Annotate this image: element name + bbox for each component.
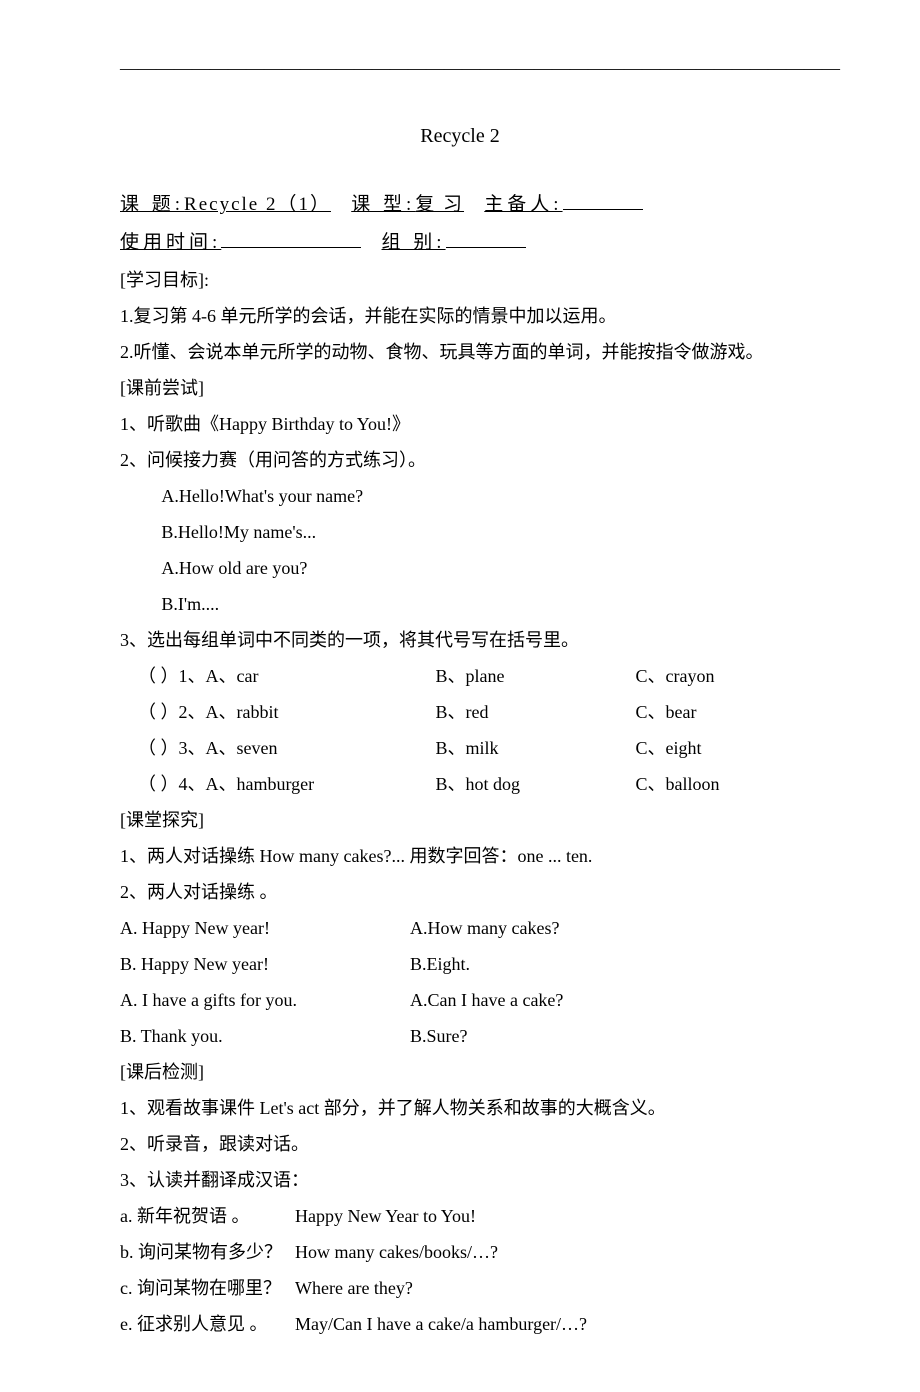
trans-row-c: c. 询问某物在哪里？Where are they?	[120, 1270, 800, 1306]
post-item-3: 3、认读并翻译成汉语：	[120, 1162, 800, 1198]
pair-1-r: A.How many cakes?	[410, 918, 559, 938]
post-item-1: 1、观看故事课件 Let's act 部分，并了解人物关系和故事的大概含义。	[120, 1090, 800, 1126]
q4-c: C、balloon	[636, 766, 720, 802]
q4-paren: （ ）	[138, 774, 179, 794]
topic-label: 课 题:	[120, 194, 184, 215]
trans-a-v: Happy New Year to You!	[295, 1206, 476, 1226]
pre-heading: [课前尝试]	[120, 370, 800, 406]
pre-dialog-a1: A.Hello!What's your name?	[120, 478, 800, 514]
q2-a: A、rabbit	[206, 694, 436, 730]
pair-2-r: B.Eight.	[410, 954, 470, 974]
q4-b: B、hot dog	[436, 766, 636, 802]
pre-item-3: 3、选出每组单词中不同类的一项，将其代号写在括号里。	[120, 622, 800, 658]
pre-item-2: 2、问候接力赛（用问答的方式练习）。	[120, 442, 800, 478]
q1-paren: （ ）	[138, 666, 179, 686]
q2-num: 2	[179, 702, 188, 722]
group-blank	[446, 226, 526, 248]
header-line-2: 使用时间: 组 别:	[120, 224, 800, 262]
pair-1-l: A. Happy New year!	[120, 910, 410, 946]
q1-num: 1	[179, 666, 188, 686]
pre-dialog-b2: B.I'm....	[120, 586, 800, 622]
post-item-2: 2、听录音，跟读对话。	[120, 1126, 800, 1162]
header-line-1: 课 题:Recycle 2（1） 课 型:复 习 主备人:	[120, 186, 800, 224]
pair-row-1: A. Happy New year!A.How many cakes?	[120, 910, 800, 946]
trans-e-k: e. 征求别人意见 。	[120, 1306, 295, 1342]
q3-num: 3	[179, 738, 188, 758]
goal-1: 1.复习第 4-6 单元所学的会话，并能在实际的情景中加以运用。	[120, 298, 800, 334]
doc-title: Recycle 2	[120, 116, 800, 156]
topic-value: Recycle 2（1）	[184, 194, 331, 215]
type-label: 课 型:	[351, 194, 415, 215]
pre-section: [课前尝试] 1、听歌曲《Happy Birthday to You!》 2、问…	[120, 370, 800, 802]
q3-paren: （ ）	[138, 738, 179, 758]
trans-row-e: e. 征求别人意见 。May/Can I have a cake/a hambu…	[120, 1306, 800, 1342]
q4-num: 4	[179, 774, 188, 794]
trans-c-v: Where are they?	[295, 1278, 413, 1298]
trans-c-k: c. 询问某物在哪里？	[120, 1270, 295, 1306]
q1-c: C、crayon	[636, 658, 715, 694]
preparer-blank	[563, 188, 643, 210]
trans-row-b: b. 询问某物有多少？How many cakes/books/…?	[120, 1234, 800, 1270]
type-value: 复 习	[415, 194, 464, 215]
question-row-4: （ ）4、A、hamburgerB、hot dogC、balloon	[120, 766, 800, 802]
inclass-item-2: 2、两人对话操练 。	[120, 874, 800, 910]
q2-paren: （ ）	[138, 702, 179, 722]
trans-a-k: a. 新年祝贺语 。	[120, 1198, 295, 1234]
pair-2-l: B. Happy New year!	[120, 946, 410, 982]
q3-a: A、seven	[206, 730, 436, 766]
pair-row-3: A. I have a gifts for you.A.Can I have a…	[120, 982, 800, 1018]
q4-a: A、hamburger	[206, 766, 436, 802]
trans-e-v: May/Can I have a cake/a hamburger/…?	[295, 1314, 587, 1334]
pair-4-l: B. Thank you.	[120, 1018, 410, 1054]
pre-dialog-b1: B.Hello!My name's...	[120, 514, 800, 550]
page: ————————————————————————————————————————…	[0, 0, 920, 1392]
question-row-2: （ ）2、A、rabbitB、redC、bear	[120, 694, 800, 730]
pair-3-r: A.Can I have a cake?	[410, 990, 563, 1010]
question-row-3: （ ）3、A、sevenB、milkC、eight	[120, 730, 800, 766]
pair-3-l: A. I have a gifts for you.	[120, 982, 410, 1018]
q1-a: A、car	[206, 658, 436, 694]
pre-dialog-a2: A.How old are you?	[120, 550, 800, 586]
pair-row-2: B. Happy New year!B.Eight.	[120, 946, 800, 982]
q2-b: B、red	[436, 694, 636, 730]
trans-row-a: a. 新年祝贺语 。Happy New Year to You!	[120, 1198, 800, 1234]
time-blank	[221, 226, 361, 248]
preparer-label: 主备人:	[484, 194, 562, 215]
trans-b-k: b. 询问某物有多少？	[120, 1234, 295, 1270]
goals-heading: [学习目标]:	[120, 262, 800, 298]
top-rule: ————————————————————————————————————————	[120, 50, 800, 86]
q2-c: C、bear	[636, 694, 697, 730]
trans-b-v: How many cakes/books/…?	[295, 1242, 498, 1262]
q3-b: B、milk	[436, 730, 636, 766]
pair-4-r: B.Sure?	[410, 1026, 468, 1046]
inclass-item-1: 1、两人对话操练 How many cakes?... 用数字回答：one ..…	[120, 838, 800, 874]
inclass-heading: [课堂探究]	[120, 802, 800, 838]
goals-section: [学习目标]: 1.复习第 4-6 单元所学的会话，并能在实际的情景中加以运用。…	[120, 262, 800, 370]
q3-c: C、eight	[636, 730, 702, 766]
question-row-1: （ ）1、A、carB、planeC、crayon	[120, 658, 800, 694]
pair-row-4: B. Thank you.B.Sure?	[120, 1018, 800, 1054]
group-label: 组 别:	[382, 232, 446, 253]
post-heading: [课后检测]	[120, 1054, 800, 1090]
post-section: [课后检测] 1、观看故事课件 Let's act 部分，并了解人物关系和故事的…	[120, 1054, 800, 1342]
pre-item-1: 1、听歌曲《Happy Birthday to You!》	[120, 406, 800, 442]
q1-b: B、plane	[436, 658, 636, 694]
inclass-section: [课堂探究] 1、两人对话操练 How many cakes?... 用数字回答…	[120, 802, 800, 1054]
time-label: 使用时间:	[120, 232, 221, 253]
goal-2: 2.听懂、会说本单元所学的动物、食物、玩具等方面的单词，并能按指令做游戏。	[120, 334, 800, 370]
